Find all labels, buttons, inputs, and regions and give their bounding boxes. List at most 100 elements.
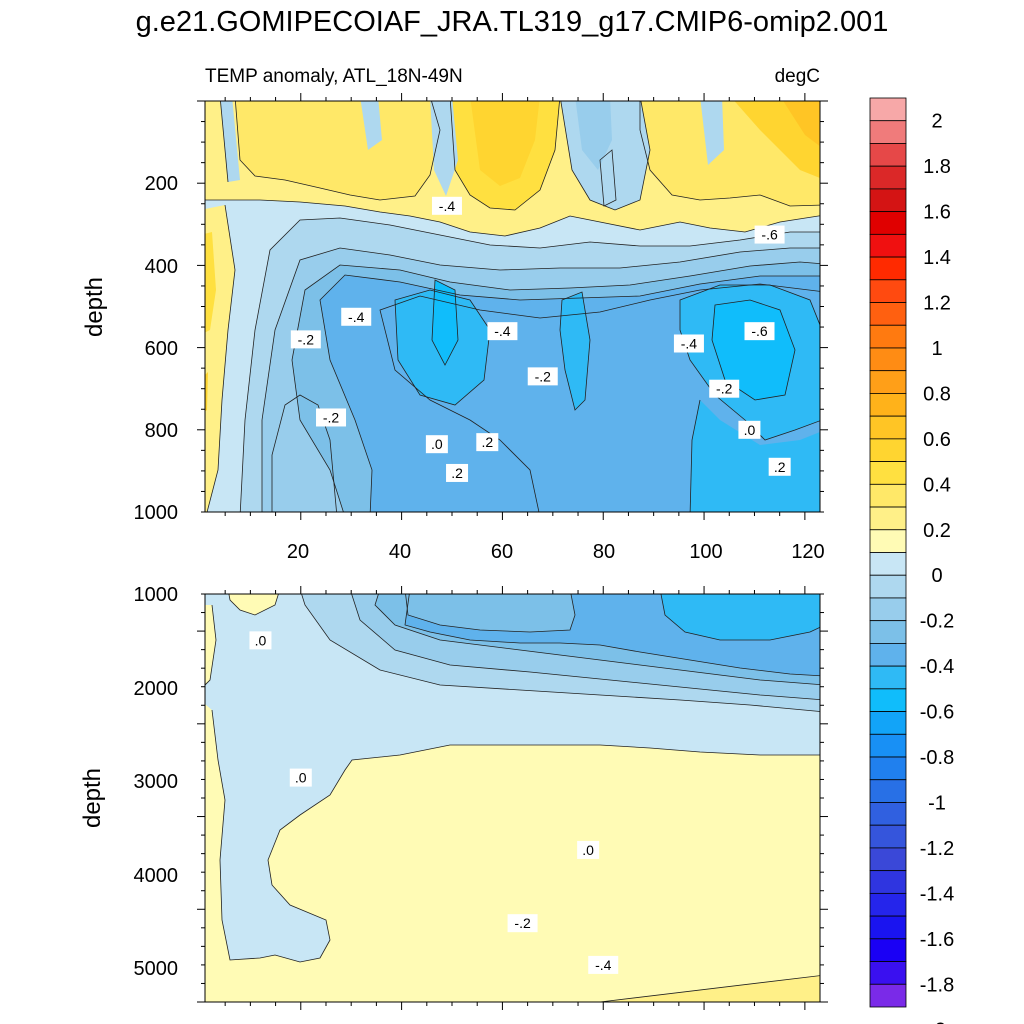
contour-label: .0 [289, 768, 312, 787]
colorbar-swatch [869, 552, 907, 576]
lower-ylabel: depth [79, 768, 106, 828]
upper-xtick-100: 100 [689, 541, 722, 563]
contour-label-text: -.4 [595, 957, 612, 973]
colorbar-swatch [869, 324, 907, 349]
contour-label-bg [577, 840, 600, 859]
colorbar-label: 0.2 [923, 520, 951, 542]
colorbar-swatch [869, 824, 907, 849]
upper-contour-fill [205, 101, 820, 512]
contour-label-bg [673, 334, 704, 353]
contour-label-bg [290, 330, 321, 349]
colorbar-swatch [869, 733, 907, 758]
colorbar-swatch [869, 711, 907, 735]
contour-label: .2 [768, 457, 791, 476]
colorbar-swatch [869, 870, 907, 894]
contour-label-bg [709, 379, 740, 398]
colorbar-swatch [869, 688, 907, 712]
colorbar-swatch [869, 188, 907, 213]
contour-label-text: -.4 [439, 198, 456, 214]
contour-label: -.4 [588, 955, 619, 974]
lower-ytick-5000: 5000 [134, 958, 179, 980]
contour-label: -.4 [673, 334, 704, 353]
upper-contour-lines [205, 101, 820, 512]
colorbar-label: 1.6 [923, 202, 951, 224]
colorbar-label: -1 [928, 792, 946, 814]
upper-ytick-800: 800 [145, 420, 178, 442]
upper-ytick-200: 200 [145, 173, 178, 195]
colorbar-swatch [869, 529, 907, 553]
colorbar-swatch [869, 143, 907, 167]
contour-label: -.4 [341, 307, 372, 326]
contour-label-text: .2 [451, 465, 463, 481]
contour-label-text: -.4 [494, 323, 511, 339]
colorbar-swatch [869, 643, 907, 667]
colorbar-label: -0.6 [920, 702, 954, 724]
contour-label-text: .2 [774, 459, 786, 475]
contour-label-text: -.4 [681, 335, 698, 351]
contour-label: .0 [249, 631, 272, 650]
upper-ytick-600: 600 [145, 338, 178, 360]
upper-ytick-400: 400 [145, 256, 178, 278]
colorbar-label: 2 [931, 111, 942, 133]
colorbar-swatch [869, 779, 907, 803]
contour-label-text: -.2 [323, 409, 340, 425]
colorbar-swatch [869, 415, 907, 440]
lower-ytick-3000: 3000 [134, 771, 179, 793]
upper-xtick-120: 120 [791, 541, 824, 563]
colorbar-swatch [869, 165, 907, 190]
colorbar-label: 0.4 [923, 474, 951, 496]
contour-label: -.6 [754, 225, 785, 244]
colorbar-label: 1.2 [923, 293, 951, 315]
lower-panel: -.4 -.2 .0 .0 .0 1000 2000 3000 4000 5000 de… [79, 584, 828, 1010]
upper-contour-labels: .2 .0 .2 .2 .0 -.2 -.2 -.2 -.2 -.4 -.4 -.4 -.6 -.4 -.6 [290, 196, 791, 482]
contour-label-bg [507, 914, 538, 933]
colorbar-label: -2 [928, 1020, 946, 1024]
colorbar-swatch [869, 302, 907, 326]
contour-label: -.6 [744, 322, 775, 341]
colorbar-swatch [869, 938, 907, 962]
contour-label-bg [738, 420, 761, 439]
contour-label: -.2 [507, 914, 538, 933]
colorbar-swatch [869, 256, 907, 281]
colorbar-swatch [869, 847, 907, 872]
colorbar: 2 1.8 1.6 1.4 1.2 1 0.8 0.6 0.4 0.2 0 -0.2 -0.4 -0.6 -… [869, 97, 954, 1024]
colorbar-label: -1.6 [920, 929, 954, 951]
colorbar-label: -0.2 [920, 611, 954, 633]
colorbar-label: 1 [931, 338, 942, 360]
lower-contour-fill [205, 594, 820, 1002]
upper-subtitle-right: degC [775, 66, 820, 87]
colorbar-labels: 2 1.8 1.6 1.4 1.2 1 0.8 0.6 0.4 0.2 0 -0.2 -0.4 -0.6 -… [920, 111, 954, 1024]
contour-label-bg [446, 463, 469, 482]
contour-label-text: -.2 [535, 368, 552, 384]
colorbar-swatch [869, 915, 907, 940]
upper-panel: TEMP anomaly, ATL_18N-49N degC [81, 66, 828, 563]
colorbar-label: 0.8 [923, 383, 951, 405]
contour-label-text: .0 [582, 842, 594, 858]
contour-label-bg [249, 631, 272, 650]
contour-label-bg [487, 322, 518, 341]
contour-label-text: .0 [744, 422, 756, 438]
colorbar-swatch [869, 97, 907, 122]
contour-label-text: .2 [481, 434, 493, 450]
colorbar-label: -1.8 [920, 974, 954, 996]
lower-ytick-4000: 4000 [134, 865, 179, 887]
colorbar-swatch [869, 802, 907, 826]
contour-label: -.4 [487, 322, 518, 341]
contour-label-bg [476, 433, 499, 452]
colorbar-swatch [869, 438, 907, 463]
upper-axis-ticks [197, 93, 828, 520]
colorbar-label: 0.6 [923, 429, 951, 451]
contour-label: -.4 [431, 196, 462, 215]
contour-label-bg [588, 955, 619, 974]
upper-xtick-60: 60 [491, 541, 513, 563]
colorbar-swatch [869, 961, 907, 985]
colorbar-swatch [869, 120, 907, 144]
colorbar-swatch [869, 370, 907, 394]
contour-label-text: -.2 [716, 381, 733, 397]
colorbar-label: 1.8 [923, 156, 951, 178]
colorbar-swatch [869, 461, 907, 485]
contour-label-text: -.6 [761, 227, 778, 243]
colorbar-swatch [869, 597, 907, 622]
colorbar-label: 1.4 [923, 247, 951, 269]
